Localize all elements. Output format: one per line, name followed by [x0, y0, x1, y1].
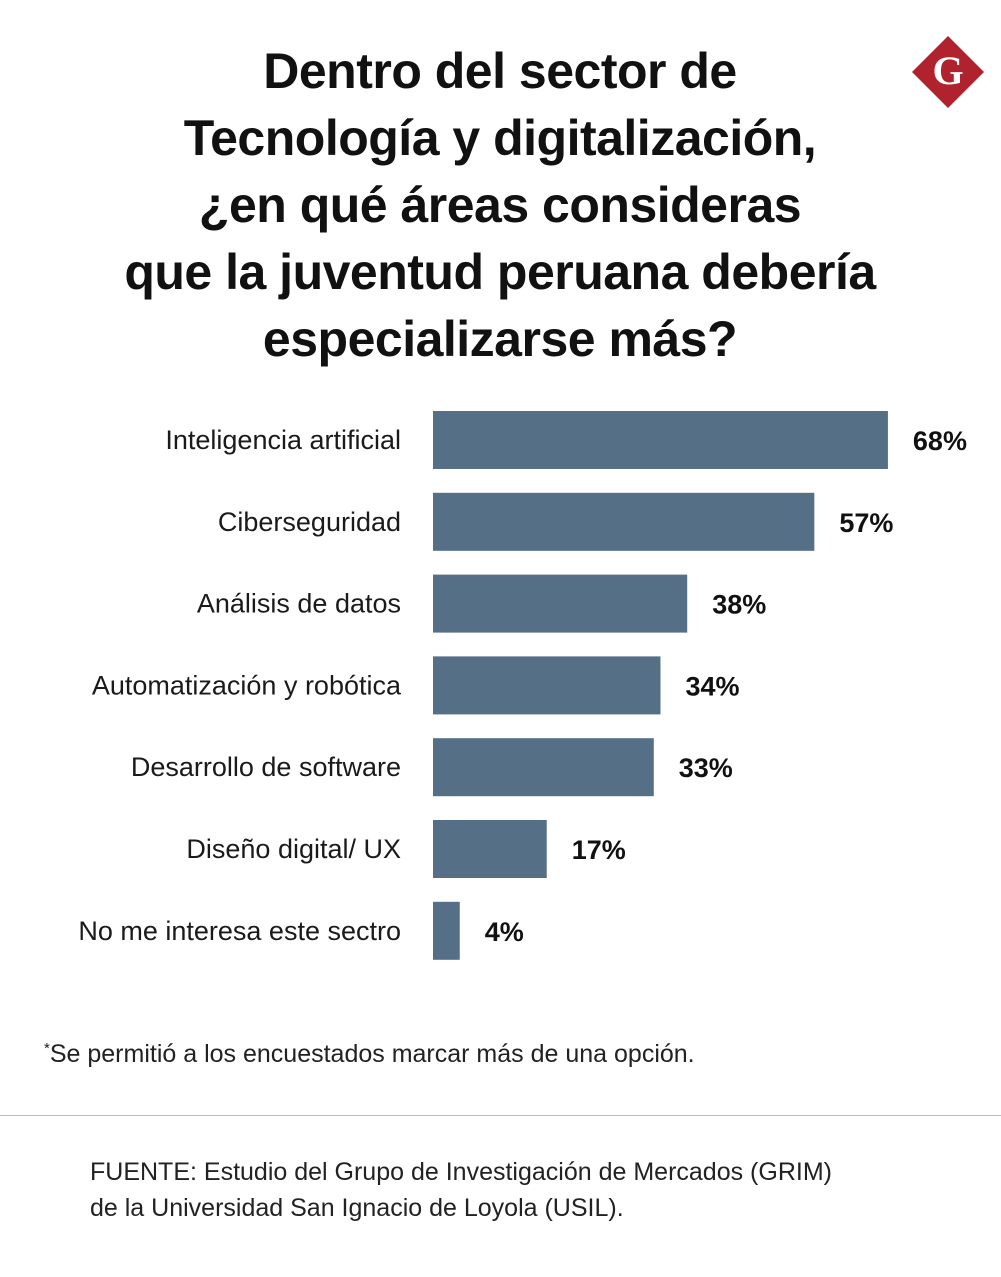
category-label: No me interesa este sectro	[78, 916, 401, 946]
bar-chart: Inteligencia artificial 68% Ciberseguridad…	[78, 411, 967, 960]
category-label: Inteligencia artificial	[165, 425, 401, 455]
data-label: 33%	[679, 753, 733, 783]
data-label: 68%	[913, 426, 967, 456]
title-line: Tecnología y digitalización,	[183, 110, 817, 166]
category-label: Desarrollo de software	[131, 752, 401, 782]
logo-letter: G	[932, 48, 963, 93]
title-line: que la juventud peruana debería	[124, 244, 876, 300]
footnote-text: Se permitió a los encuestados marcar más…	[49, 1040, 695, 1068]
category-label: Diseño digital/ UX	[186, 834, 401, 864]
logo-diamond	[912, 36, 984, 108]
footnote: *Se permitió a los encuestados marcar má…	[44, 1040, 695, 1069]
data-label: 4%	[485, 917, 524, 947]
data-label: 34%	[685, 671, 739, 701]
footnote-marker: *	[44, 1040, 50, 1057]
source-line: de la Universidad San Ignacio de Loyola …	[90, 1194, 624, 1222]
category-label: Análisis de datos	[197, 589, 401, 619]
divider	[0, 1115, 1001, 1116]
data-label: 57%	[839, 508, 893, 538]
bar	[433, 411, 888, 469]
source-credit: FUENTE: Estudio del Grupo de Investigaci…	[90, 1154, 950, 1226]
title-line: ¿en qué áreas consideras	[198, 177, 802, 233]
bar	[433, 574, 688, 633]
chart-title: Dentro del sector de Tecnología y digita…	[40, 38, 960, 373]
bar	[433, 738, 654, 797]
data-label: 17%	[572, 835, 626, 865]
bar	[433, 492, 815, 551]
bar	[433, 901, 460, 960]
brand-logo: G	[912, 36, 984, 108]
bar	[433, 656, 661, 715]
bar	[433, 820, 547, 878]
title-line: especializarse más?	[262, 311, 738, 367]
data-label: 38%	[712, 590, 766, 620]
category-label: Automatización y robótica	[92, 670, 402, 700]
source-line: FUENTE: Estudio del Grupo de Investigaci…	[90, 1158, 832, 1186]
category-label: Ciberseguridad	[218, 507, 401, 537]
title-line: Dentro del sector de	[263, 43, 737, 99]
